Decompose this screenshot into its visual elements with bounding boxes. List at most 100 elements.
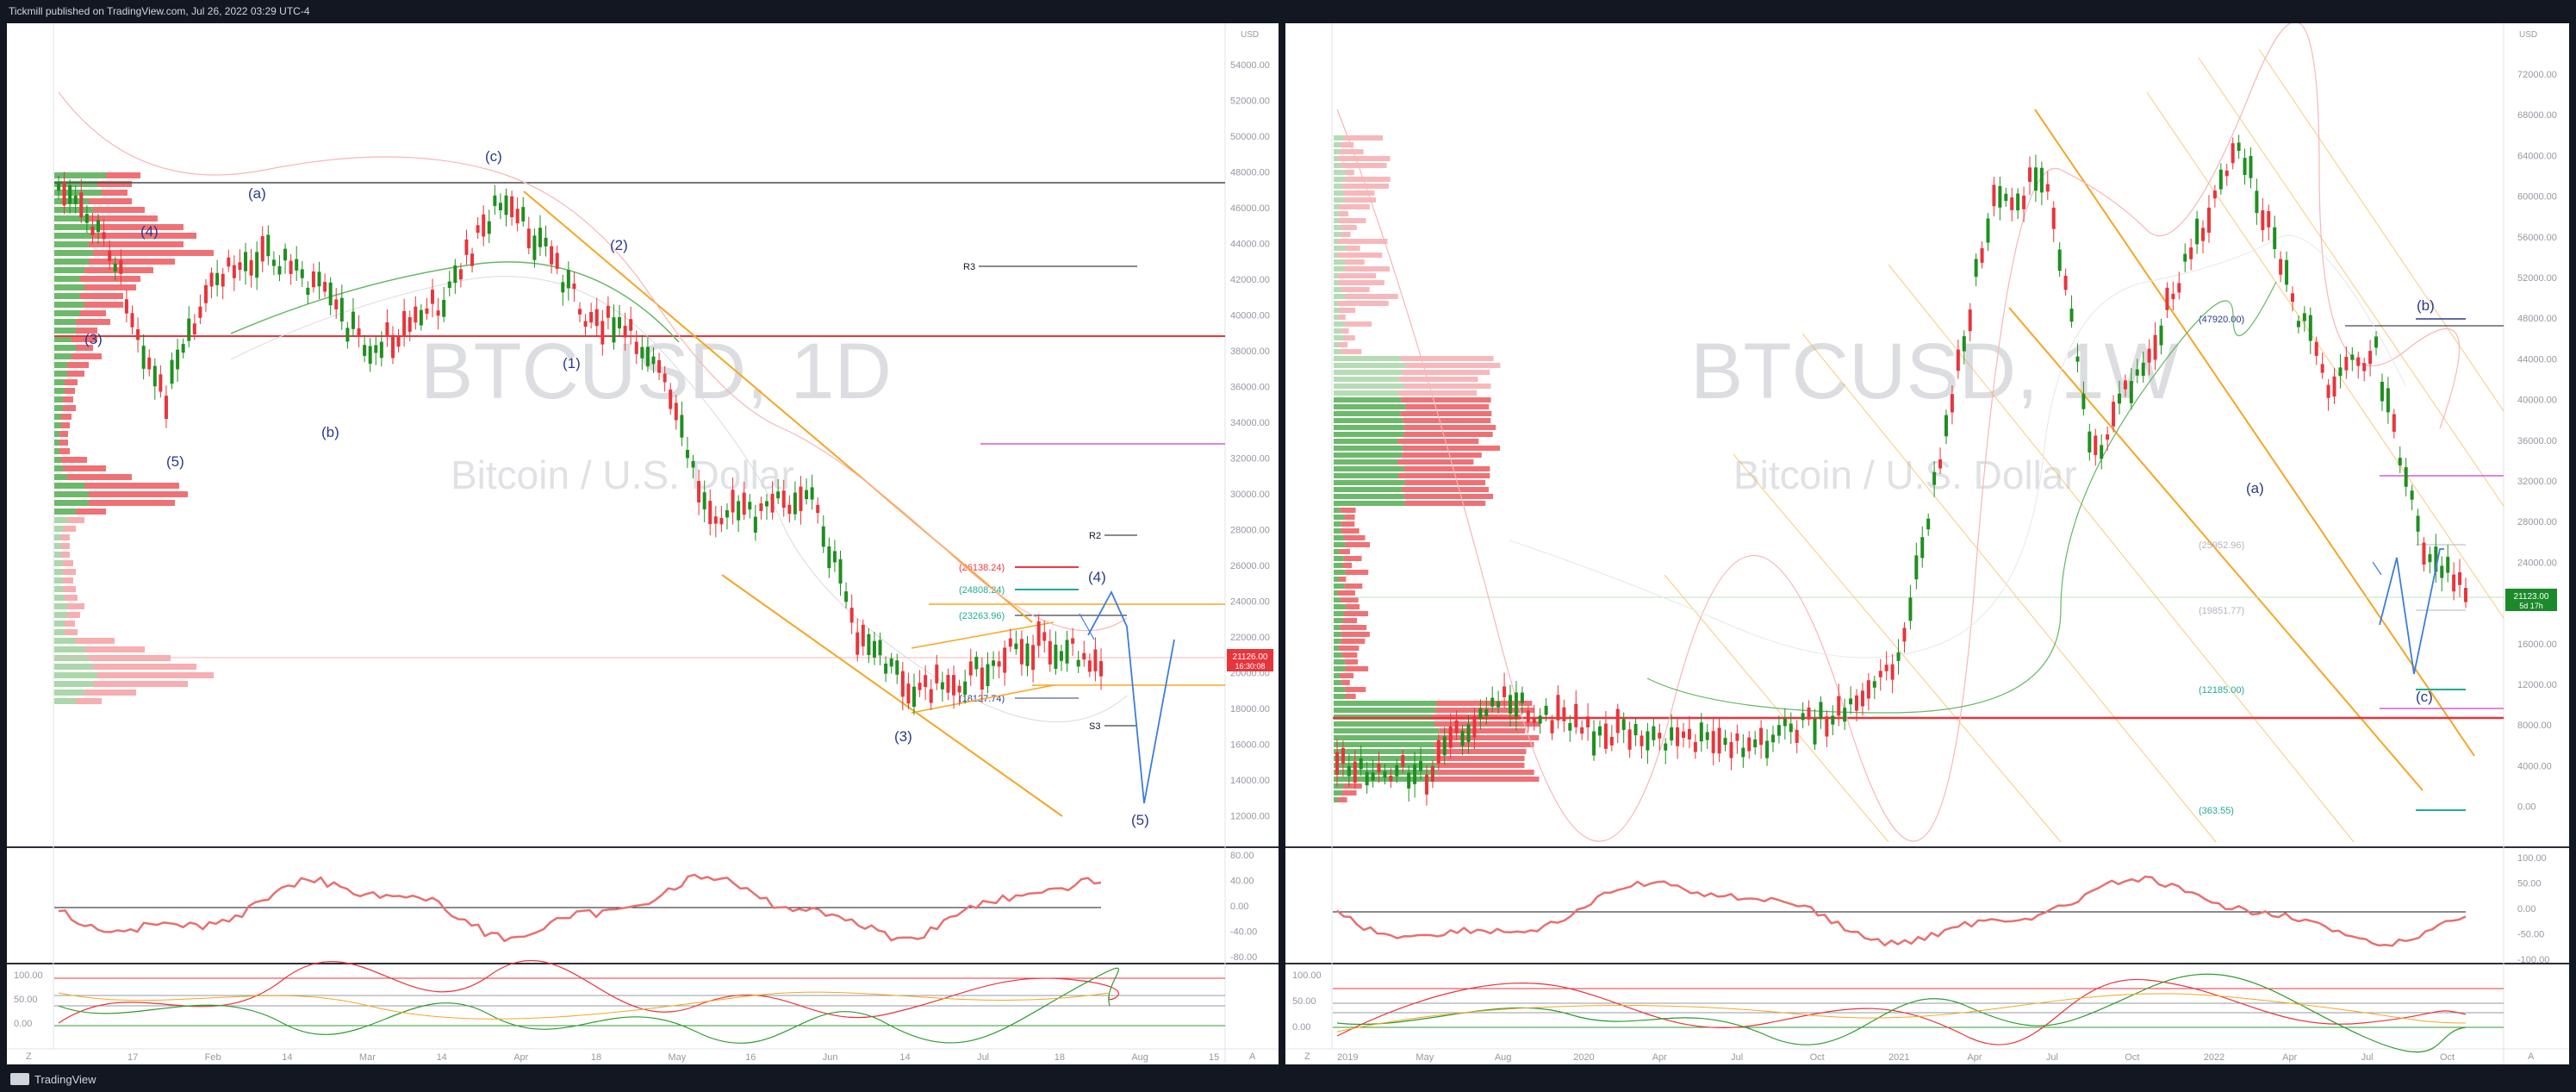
candle-body	[176, 349, 180, 370]
candle-body	[1048, 640, 1052, 665]
candle-body	[425, 308, 429, 315]
candle-body	[1825, 716, 1829, 737]
candle-body	[2338, 367, 2343, 377]
descending-channel[interactable]	[523, 190, 1063, 817]
candle-body	[1831, 715, 1835, 725]
price-tick: 12000.00	[1230, 812, 1270, 822]
candle-body	[663, 373, 667, 383]
candle-body	[363, 345, 367, 356]
candle-body	[1377, 764, 1381, 773]
name-watermark: Bitcoin / U.S. Dollar	[451, 452, 794, 497]
candle-body	[447, 281, 451, 289]
weekly-chart-svg[interactable]: BTCUSD, 1W Bitcoin / U.S. Dollar (47920.…	[1285, 21, 2569, 1064]
candle-body	[1747, 737, 1752, 752]
wave-label: (b)	[2417, 297, 2435, 314]
log-scale-toggle[interactable]: Z	[1304, 1051, 1310, 1062]
candle-body	[1401, 755, 1405, 767]
price-tick: 44000.00	[2517, 354, 2557, 365]
candle-body	[844, 591, 849, 602]
price-tick: 38000.00	[1230, 346, 1270, 357]
candle-body	[90, 226, 95, 235]
candle-body	[2147, 348, 2151, 363]
price-tick: 50.00	[1292, 996, 1316, 1007]
time-tick: May	[1416, 1052, 1434, 1063]
candle-body	[2159, 325, 2163, 346]
daily-chart-panel[interactable]: BTCUSD, 1D Bitcoin / U.S. Dollar	[7, 23, 1279, 1064]
wave-label: (4)	[1088, 569, 1106, 585]
candle-body	[295, 259, 299, 271]
candle-body	[1615, 708, 1620, 733]
candle-body	[1711, 731, 1715, 753]
candle-body	[629, 319, 633, 331]
auto-scale-toggle[interactable]: A	[2528, 1051, 2535, 1062]
candle-body	[1789, 723, 1793, 733]
daily-chart-svg[interactable]: BTCUSD, 1D Bitcoin / U.S. Dollar	[7, 23, 1279, 1064]
candle-body	[306, 287, 310, 295]
candle-body	[713, 516, 718, 524]
candle-body	[2290, 293, 2294, 303]
price-tick: 8000.00	[2517, 721, 2552, 731]
last-price: 21126.00	[1233, 652, 1268, 662]
candle-body	[992, 660, 996, 666]
wave-label: (c)	[2416, 689, 2433, 705]
candle-body	[192, 323, 196, 334]
price-tick: 36000.00	[1230, 383, 1270, 393]
candle-body	[2171, 293, 2175, 300]
tradingview-logo[interactable]: TradingView	[10, 1073, 96, 1086]
price-axis[interactable]: 72000.00 68000.00 64000.00 60000.00 56000.00…	[2517, 70, 2557, 813]
candle-body	[1347, 765, 1351, 777]
stochastic-pane[interactable]: 100.00 50.00 0.00	[1292, 970, 2504, 1053]
candle-body	[130, 313, 134, 328]
candle-body	[759, 503, 763, 511]
candle-body	[1770, 734, 1775, 743]
candle-body	[73, 195, 78, 204]
time-tick: 15	[1209, 1052, 1219, 1063]
rsi-pane[interactable]: 80.00 40.00 0.00 -40.00 -80.00	[54, 851, 1257, 963]
candle-body	[2004, 193, 2008, 202]
candle-body	[1872, 681, 1876, 688]
wave-label: (b)	[321, 424, 339, 440]
price-tick: 46000.00	[1230, 203, 1270, 214]
candlestick-series[interactable]	[1335, 134, 2467, 806]
stochastic-pane[interactable]: 100.00 50.00 0.00	[14, 959, 1225, 1044]
candle-body	[2165, 287, 2169, 310]
time-tick: 2020	[1573, 1052, 1594, 1063]
candle-body	[379, 341, 383, 359]
candle-body	[618, 316, 622, 328]
time-tick: 2019	[1337, 1052, 1358, 1063]
pivot-r2: R2	[1089, 531, 1101, 541]
price-tick: 68000.00	[2517, 110, 2557, 121]
candle-body	[737, 501, 741, 521]
candle-body	[827, 546, 831, 569]
candle-body	[2320, 364, 2324, 373]
candle-body	[1087, 660, 1092, 672]
candle-body	[283, 248, 288, 261]
time-tick: Apr	[513, 1052, 528, 1063]
candle-body	[2398, 458, 2402, 465]
weekly-chart-panel[interactable]: BTCUSD, 1W Bitcoin / U.S. Dollar (47920.…	[1285, 21, 2569, 1064]
candlestick-series[interactable]	[57, 172, 1103, 715]
pitchfork-lines[interactable]	[1664, 48, 2504, 843]
time-axis[interactable]: 2019 May Aug 2020 Apr Jul Oct 2021 Apr Jul Oct 2022…	[1337, 1052, 2455, 1063]
candle-body	[2195, 218, 2200, 245]
wave-label: (4)	[140, 223, 159, 240]
candle-body	[1383, 771, 1387, 778]
wave-label: (c)	[485, 148, 502, 165]
candle-body	[912, 686, 916, 708]
last-price-badge	[1227, 649, 1273, 671]
projection-path	[2379, 548, 2444, 675]
price-tick: 28000.00	[1230, 526, 1270, 536]
price-axis[interactable]: 54000.00 52000.00 50000.00 48000.00 46000.00…	[1230, 60, 1270, 822]
candle-body	[1082, 652, 1086, 660]
candle-body	[1974, 259, 1978, 278]
time-axis[interactable]: 17 Feb 14 Mar 14 Apr 18 May 16 Jun 14 Jul 18 Aug 15	[128, 1052, 1219, 1063]
candle-body	[68, 184, 72, 204]
log-scale-toggle[interactable]: Z	[26, 1051, 32, 1062]
wave-label: (1)	[563, 355, 581, 371]
candle-body	[2273, 227, 2277, 250]
rsi-pane[interactable]: 100.00 50.00 0.00 -50.00 -100.00	[1333, 853, 2549, 965]
candle-body	[572, 283, 576, 290]
candle-body	[544, 237, 548, 246]
auto-scale-toggle[interactable]: A	[1249, 1051, 1256, 1062]
price-tick: -50.00	[2517, 930, 2544, 940]
